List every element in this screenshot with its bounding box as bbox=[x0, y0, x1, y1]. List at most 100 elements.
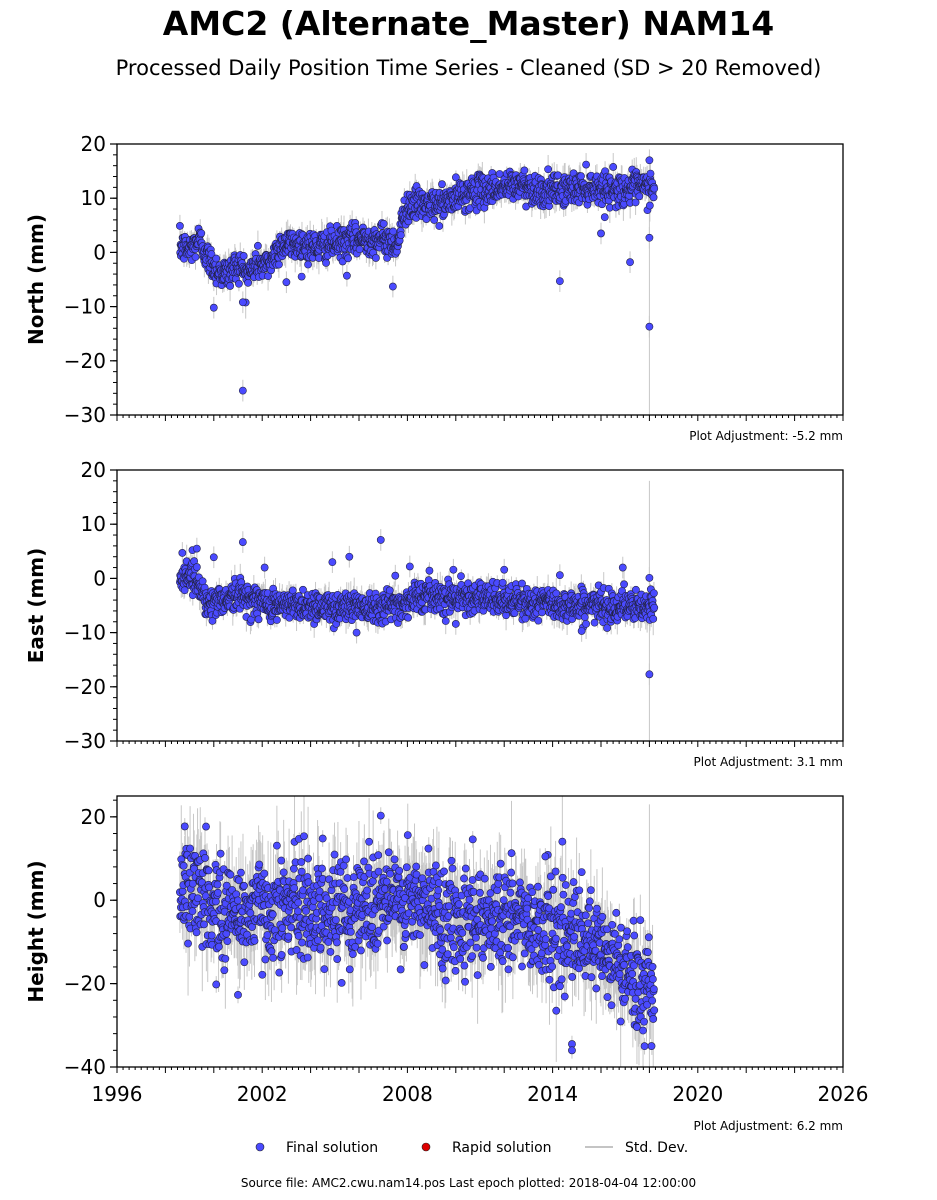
outlier-point bbox=[282, 278, 291, 287]
final-solution-point bbox=[544, 165, 553, 174]
outlier-point bbox=[209, 553, 218, 562]
final-solution-point bbox=[254, 615, 263, 624]
outlier-point bbox=[345, 552, 354, 561]
final-solution-point bbox=[371, 254, 380, 262]
outlier-point bbox=[645, 156, 654, 165]
chart-title: AMC2 (Alternate_Master) NAM14 bbox=[162, 4, 775, 43]
final-solution-point bbox=[226, 282, 234, 290]
outlier-point bbox=[388, 282, 397, 291]
final-solution-point bbox=[180, 586, 189, 595]
final-solution-point bbox=[649, 614, 658, 623]
outlier-point bbox=[178, 549, 187, 557]
y-tick-label: −10 bbox=[64, 621, 106, 645]
outlier-point bbox=[645, 233, 654, 242]
final-solution-point bbox=[191, 253, 200, 261]
outlier-point bbox=[238, 298, 247, 307]
final-solution-point bbox=[632, 585, 640, 594]
final-solution-point bbox=[425, 566, 434, 575]
final-solution-point bbox=[297, 272, 306, 281]
plot-adjustment-note: Plot Adjustment: -5.2 mm bbox=[689, 429, 843, 443]
final-solution-point bbox=[498, 578, 507, 587]
outlier-point bbox=[626, 258, 634, 267]
final-solution-point bbox=[389, 227, 398, 236]
final-solution-points bbox=[176, 156, 659, 395]
panel-east: 20 10 0 −10 −20 −30 East (mm) Plot Adjustment: … bbox=[24, 458, 844, 769]
outlier-point bbox=[391, 571, 400, 580]
final-solution-point bbox=[520, 166, 529, 175]
plot-area bbox=[176, 796, 659, 1067]
final-solution-point bbox=[649, 193, 658, 202]
y-tick-label: −10 bbox=[64, 295, 106, 319]
final-solution-point bbox=[272, 616, 281, 624]
final-solution-point bbox=[235, 279, 243, 288]
outlier-point bbox=[352, 628, 361, 637]
outlier-point bbox=[449, 565, 458, 574]
final-solution-point bbox=[304, 260, 312, 269]
outlier-point bbox=[342, 271, 351, 280]
final-solution-point bbox=[650, 184, 659, 193]
outlier-point bbox=[209, 303, 218, 312]
outlier-point bbox=[500, 565, 509, 574]
final-solution-points bbox=[176, 536, 659, 679]
y-axis-label: North (mm) bbox=[24, 214, 48, 345]
y-tick-label: 0 bbox=[93, 566, 106, 590]
final-solution-point bbox=[650, 589, 658, 598]
final-solution-point bbox=[554, 171, 562, 180]
y-tick-label: 20 bbox=[81, 458, 106, 482]
final-solution-point bbox=[212, 254, 221, 263]
outlier-point bbox=[405, 562, 414, 571]
y-axis: 20 10 0 −10 −20 −30 bbox=[64, 132, 117, 427]
final-solution-point bbox=[207, 250, 216, 258]
final-solution-point bbox=[438, 180, 446, 189]
outlier-point bbox=[238, 538, 247, 546]
outlier-point bbox=[645, 573, 654, 582]
x-ticks bbox=[116, 415, 844, 421]
outlier-point bbox=[451, 620, 460, 628]
y-tick-label: −30 bbox=[64, 403, 106, 427]
final-solution-point bbox=[620, 580, 628, 589]
final-solution-point bbox=[582, 160, 590, 169]
y-axis: 20 10 0 −10 −20 −30 bbox=[64, 458, 117, 753]
final-solution-point bbox=[580, 613, 589, 622]
y-tick-label: −20 bbox=[64, 675, 106, 699]
final-solution-point bbox=[534, 616, 543, 625]
final-solution-point bbox=[631, 198, 640, 207]
final-solution-point bbox=[404, 613, 412, 622]
plot-area bbox=[176, 149, 659, 415]
outlier-point bbox=[238, 386, 247, 395]
final-solution-point bbox=[208, 616, 217, 625]
final-solution-point bbox=[275, 260, 283, 269]
final-solution-point bbox=[590, 618, 599, 627]
outlier-point bbox=[555, 571, 564, 580]
final-solution-point bbox=[577, 172, 585, 181]
outlier-point bbox=[645, 670, 654, 679]
outlier-point bbox=[577, 627, 586, 635]
outlier-point bbox=[376, 536, 385, 544]
final-solution-point bbox=[422, 215, 431, 223]
final-solution-point bbox=[650, 603, 659, 612]
outlier-point bbox=[597, 229, 605, 238]
final-solution-point bbox=[635, 192, 644, 201]
final-solution-point bbox=[322, 258, 330, 267]
y-axis-label: East (mm) bbox=[24, 548, 48, 664]
final-solution-point bbox=[385, 586, 394, 595]
outlier-point bbox=[618, 563, 627, 572]
plot-area bbox=[176, 480, 659, 741]
final-solution-point bbox=[435, 222, 444, 230]
final-solution-point bbox=[538, 608, 546, 617]
final-solution-point bbox=[253, 241, 262, 250]
final-solution-point bbox=[176, 222, 184, 230]
y-tick-label: 10 bbox=[81, 512, 106, 536]
final-solution-point bbox=[397, 231, 405, 239]
final-solution-point bbox=[510, 609, 519, 617]
y-tick-label: −30 bbox=[64, 729, 106, 753]
final-solution-point bbox=[430, 216, 439, 224]
final-solution-point bbox=[452, 173, 460, 182]
final-solution-point bbox=[192, 563, 201, 571]
y-tick-label: 20 bbox=[81, 132, 106, 156]
plot-adjustment-note: Plot Adjustment: 3.1 mm bbox=[694, 755, 843, 769]
final-solution-point bbox=[646, 169, 655, 178]
final-solution-point bbox=[609, 163, 618, 171]
final-solution-point bbox=[441, 617, 450, 625]
